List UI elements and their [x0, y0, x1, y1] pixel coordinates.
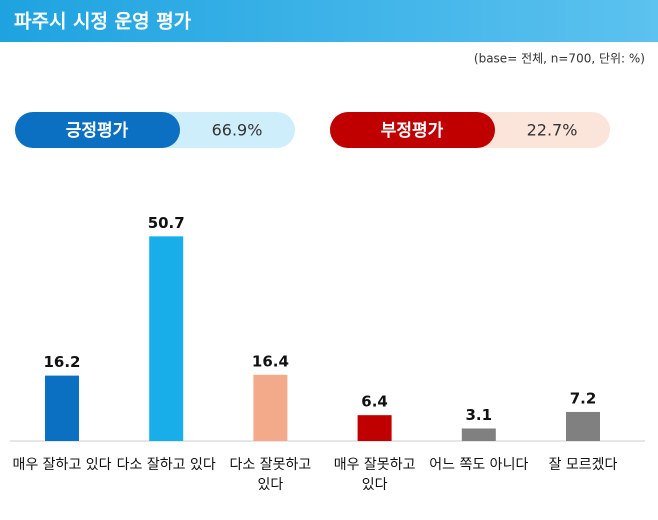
summary-pill: [15, 112, 180, 148]
x-tick-label: 다소 잘못하고 있다: [229, 457, 312, 493]
value-label: 50.7: [148, 214, 185, 232]
bar: [149, 236, 184, 441]
summary-label: 긍정평가: [66, 121, 129, 141]
value-label: 3.1: [466, 406, 493, 424]
x-tick-label: 매우 잘하고 있다: [12, 457, 112, 473]
summary-label: 부정평가: [381, 121, 444, 141]
x-tick-label: 매우 잘못하고 있다: [333, 457, 416, 493]
summary-pill: [330, 112, 495, 148]
value-label: 16.4: [252, 352, 289, 370]
summary-value: 22.7%: [527, 121, 578, 140]
bar: [45, 375, 79, 441]
note: (base= 전체, n=700, 단위: %): [474, 52, 645, 66]
header-banner: [0, 0, 658, 42]
bar: [253, 374, 288, 441]
x-tick-label: 어느 쪽도 아니다: [429, 457, 529, 473]
bar: [461, 428, 496, 441]
bar: [566, 411, 600, 441]
value-label: 6.4: [361, 393, 388, 411]
value-label: 16.2: [43, 353, 80, 371]
value-label: 7.2: [570, 389, 597, 407]
summary-value: 66.9%: [212, 121, 263, 140]
x-tick-label: 잘 모르겠다: [548, 457, 618, 473]
x-tick-label: 다소 잘하고 있다: [116, 457, 216, 473]
chart-title: 파주시 시정 운영 평가: [14, 11, 192, 33]
bar: [357, 415, 392, 441]
